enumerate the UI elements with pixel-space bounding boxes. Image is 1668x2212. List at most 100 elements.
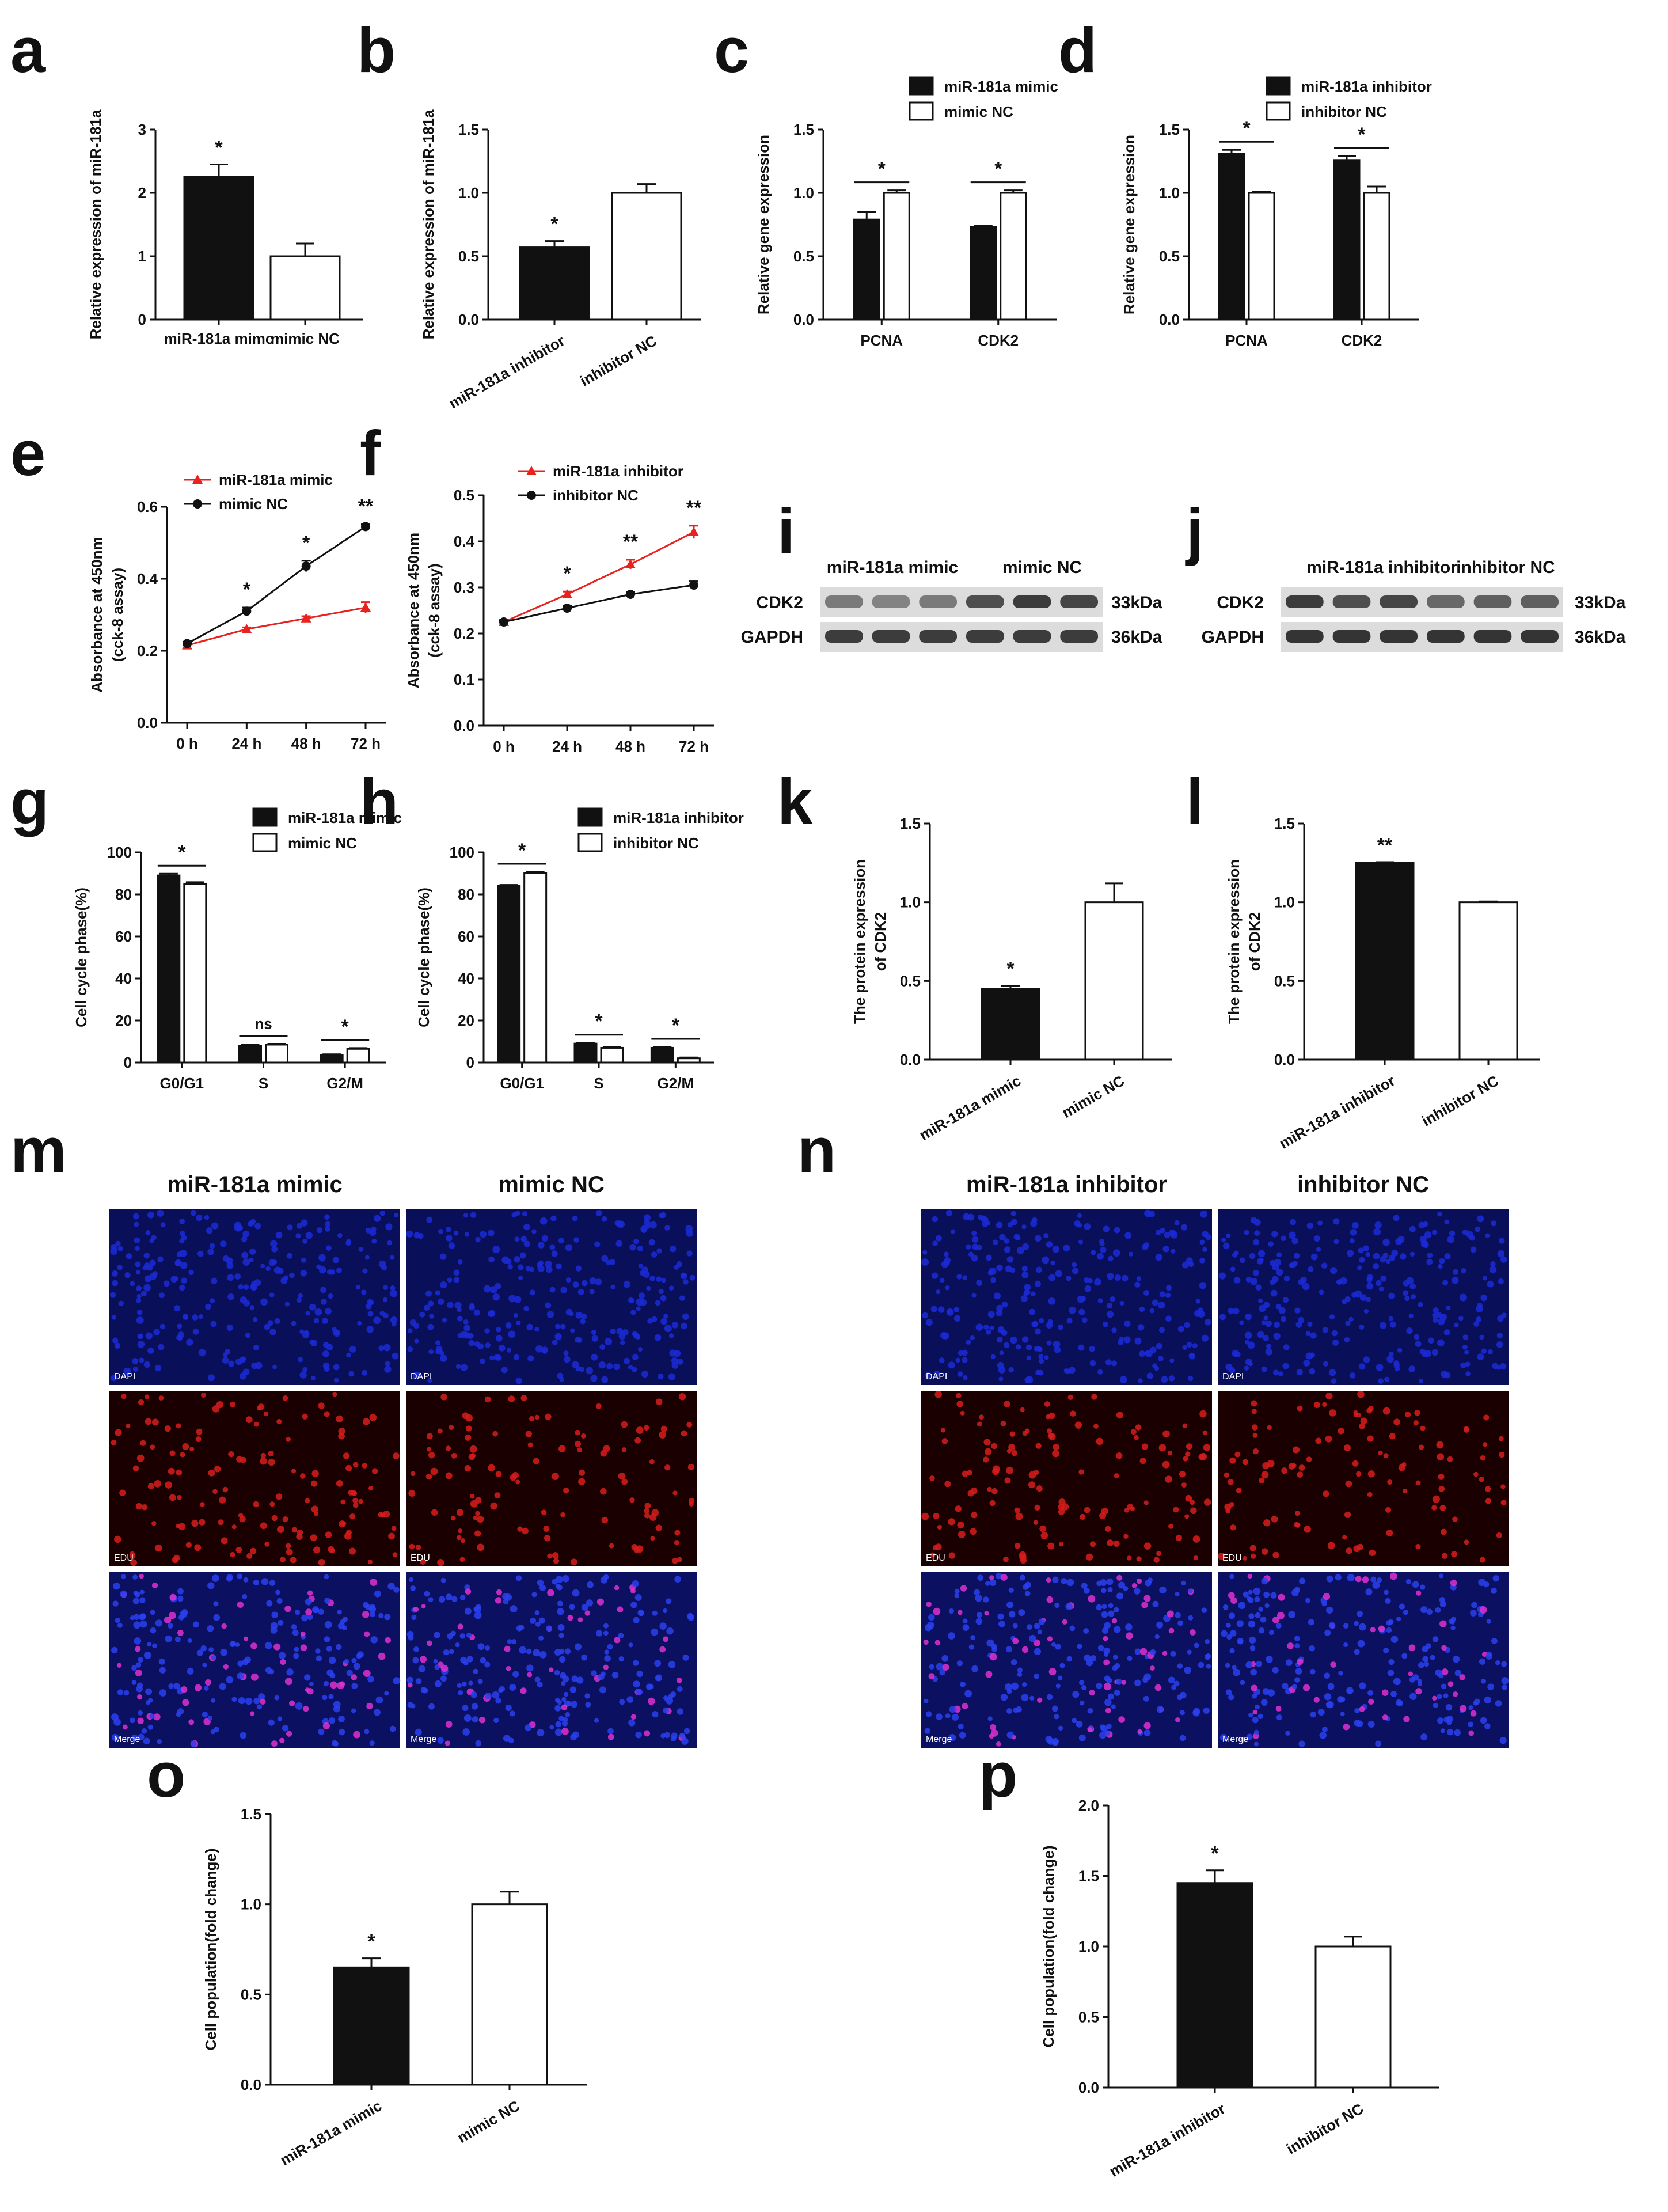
cell-nucleus — [1046, 1322, 1053, 1329]
micrograph-merge — [921, 1572, 1212, 1748]
cell-nucleus — [983, 1439, 991, 1446]
micrograph-stain-label: DAPI — [1222, 1372, 1244, 1382]
cell-nucleus — [1010, 1659, 1017, 1665]
cell-nucleus — [250, 1642, 257, 1649]
cell-nucleus — [336, 1415, 343, 1423]
cell-nucleus — [136, 1682, 143, 1689]
data-marker — [689, 580, 698, 590]
cell-nucleus — [483, 1285, 491, 1293]
cell-nucleus — [525, 1724, 532, 1732]
cell-nucleus — [956, 1274, 962, 1280]
micrograph-stain-label: EDU — [926, 1553, 945, 1563]
cell-nucleus — [676, 1677, 682, 1683]
cell-nucleus — [349, 1513, 356, 1520]
cell-nucleus — [1462, 1229, 1469, 1236]
cell-nucleus — [962, 1624, 970, 1632]
cell-nucleus — [1156, 1705, 1164, 1713]
blot-band — [872, 630, 910, 643]
cell-nucleus — [155, 1619, 162, 1627]
cell-nucleus — [1405, 1579, 1412, 1585]
cell-nucleus — [1498, 1436, 1504, 1441]
y-axis-label: Cell cycle phase(%) — [73, 887, 90, 1027]
cell-nucleus — [1077, 1644, 1082, 1649]
cell-nucleus — [674, 1539, 680, 1546]
micrograph-stain-label: Merge — [926, 1735, 952, 1744]
cell-nucleus — [925, 1372, 932, 1379]
cell-nucleus — [435, 1290, 440, 1296]
cell-nucleus — [950, 1229, 955, 1234]
cell-nucleus — [206, 1227, 213, 1234]
cell-nucleus — [943, 1251, 949, 1257]
cell-nucleus — [1003, 1556, 1009, 1562]
cell-nucleus — [541, 1235, 549, 1242]
cell-nucleus — [179, 1284, 185, 1291]
cell-nucleus — [307, 1614, 313, 1621]
cell-nucleus — [660, 1212, 666, 1219]
cell-nucleus — [996, 1304, 1003, 1312]
y-tick-label: 60 — [458, 928, 474, 945]
cell-nucleus — [1184, 1322, 1190, 1329]
bar — [1355, 862, 1415, 1061]
blot-band — [1060, 630, 1098, 643]
cell-nucleus — [1171, 1249, 1176, 1254]
series-line — [187, 606, 366, 647]
cell-nucleus — [1106, 1678, 1112, 1684]
cell-nucleus — [515, 1479, 520, 1485]
cell-nucleus — [475, 1236, 481, 1243]
cell-nucleus — [324, 1621, 332, 1629]
cell-nucleus — [1084, 1223, 1091, 1230]
cell-nucleus — [1257, 1298, 1263, 1303]
cell-nucleus — [367, 1675, 374, 1683]
cell-nucleus — [1270, 1289, 1278, 1297]
cell-nucleus — [1409, 1693, 1417, 1700]
cell-nucleus — [176, 1423, 181, 1429]
cell-nucleus — [362, 1369, 368, 1376]
cell-nucleus — [221, 1537, 228, 1545]
cell-nucleus — [1141, 1244, 1148, 1251]
cell-nucleus — [1195, 1299, 1201, 1304]
cell-nucleus — [522, 1211, 528, 1217]
cell-nucleus — [525, 1266, 531, 1272]
cell-nucleus — [554, 1670, 560, 1676]
cell-nucleus — [990, 1354, 996, 1360]
cell-nucleus — [369, 1229, 377, 1236]
cell-nucleus — [1464, 1350, 1469, 1355]
cell-nucleus — [135, 1297, 142, 1303]
cell-nucleus — [1375, 1740, 1381, 1747]
cell-nucleus — [1310, 1332, 1317, 1339]
cell-nucleus — [1001, 1301, 1008, 1308]
cell-nucleus — [1327, 1542, 1335, 1550]
cell-nucleus — [976, 1280, 983, 1286]
cell-nucleus — [589, 1289, 595, 1295]
cell-nucleus — [1048, 1274, 1056, 1281]
cell-nucleus — [1446, 1305, 1451, 1310]
cell-nucleus — [420, 1656, 427, 1663]
cell-nucleus — [1367, 1690, 1374, 1696]
cell-nucleus — [522, 1527, 529, 1535]
data-marker — [562, 589, 572, 598]
cell-nucleus — [131, 1734, 138, 1741]
cell-nucleus — [173, 1683, 180, 1690]
cell-nucleus — [224, 1349, 231, 1355]
cell-nucleus — [173, 1276, 179, 1281]
cell-nucleus — [1330, 1661, 1336, 1668]
cell-nucleus — [136, 1285, 142, 1292]
cell-nucleus — [1040, 1532, 1048, 1539]
cell-nucleus — [1366, 1407, 1373, 1414]
cell-nucleus — [1083, 1628, 1089, 1634]
cell-nucleus — [515, 1211, 520, 1216]
cell-nucleus — [109, 1292, 116, 1298]
cell-nucleus — [222, 1255, 229, 1262]
cell-nucleus — [367, 1560, 373, 1565]
cell-nucleus — [139, 1357, 145, 1363]
cell-nucleus — [1149, 1308, 1155, 1314]
cell-nucleus — [1450, 1579, 1457, 1587]
bar — [157, 874, 181, 1064]
cell-nucleus — [1153, 1557, 1160, 1563]
cell-nucleus — [1422, 1656, 1428, 1663]
cell-nucleus — [1388, 1619, 1394, 1625]
cell-nucleus — [1245, 1661, 1253, 1669]
cell-nucleus — [176, 1251, 183, 1258]
cell-nucleus — [242, 1230, 250, 1238]
